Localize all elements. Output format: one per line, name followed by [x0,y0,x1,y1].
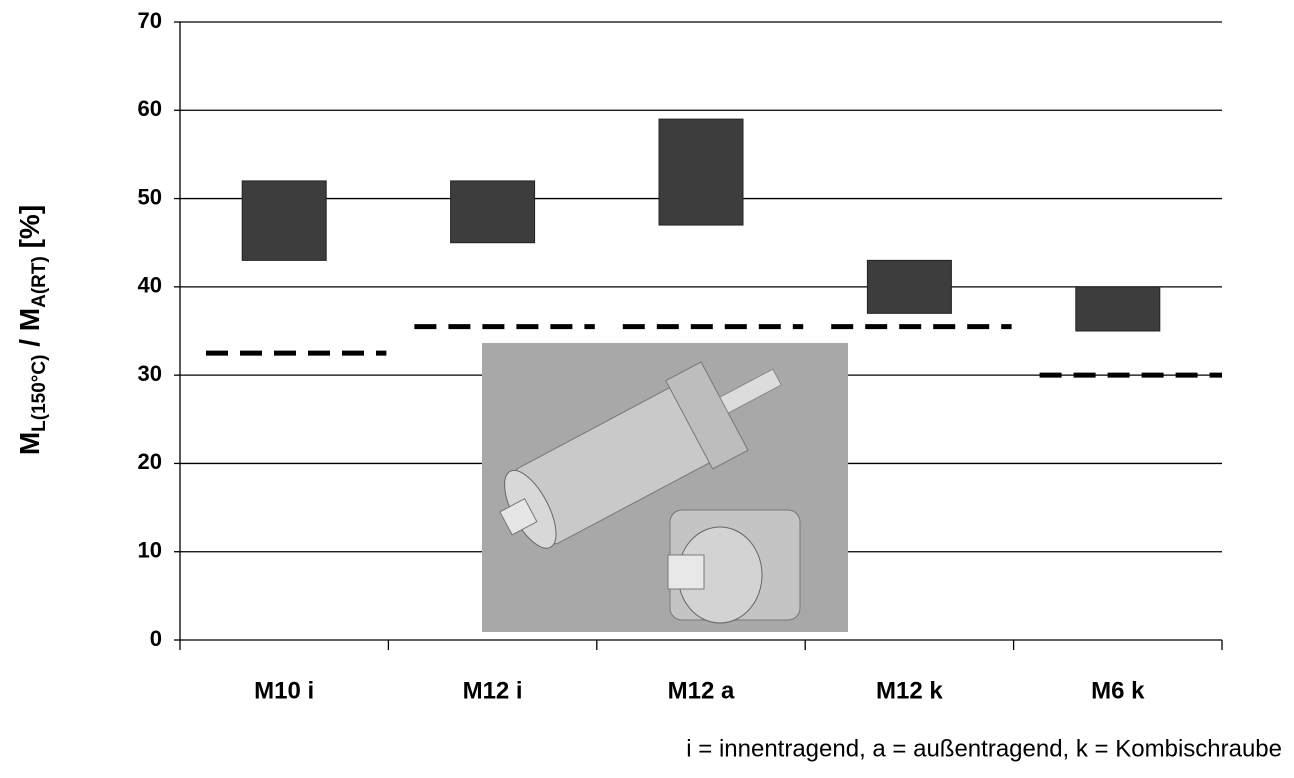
y-label-part: [%] [14,205,45,256]
y-label-sub: A(RT) [29,256,50,308]
y-tick-label: 20 [138,449,162,474]
y-tick-label: 40 [138,273,162,298]
y-axis-label: ML(150°C) / MA(RT) [%] [14,205,50,455]
y-tick-label: 10 [138,538,162,563]
x-tick-label: M12 a [668,677,735,704]
chart: ML(150°C) / MA(RT) [%] i = innentragend,… [0,0,1294,778]
footnote: i = innentragend, a = außentragend, k = … [686,735,1282,762]
y-label-part: M [14,432,45,455]
y-tick-label: 30 [138,361,162,386]
range-bar [867,260,951,313]
photo-part [668,510,800,623]
range-bar [1076,287,1160,331]
photo [482,334,848,632]
y-tick-label: 60 [138,96,162,121]
y-tick-label: 0 [150,626,162,651]
x-tick-label: M12 k [876,677,943,704]
y-tick-label: 50 [138,184,162,209]
y-label-sub: L(150°C) [29,355,50,432]
y-tick-label: 70 [138,8,162,33]
range-bar [242,181,326,260]
range-bar [659,119,743,225]
x-tick-label: M6 k [1091,677,1145,704]
y-label-text: ML(150°C) / MA(RT) [%] [14,205,50,455]
range-bar [451,181,535,243]
x-tick-label: M10 i [254,677,314,704]
y-label-part: / M [14,308,45,355]
x-tick-label: M12 i [463,677,523,704]
